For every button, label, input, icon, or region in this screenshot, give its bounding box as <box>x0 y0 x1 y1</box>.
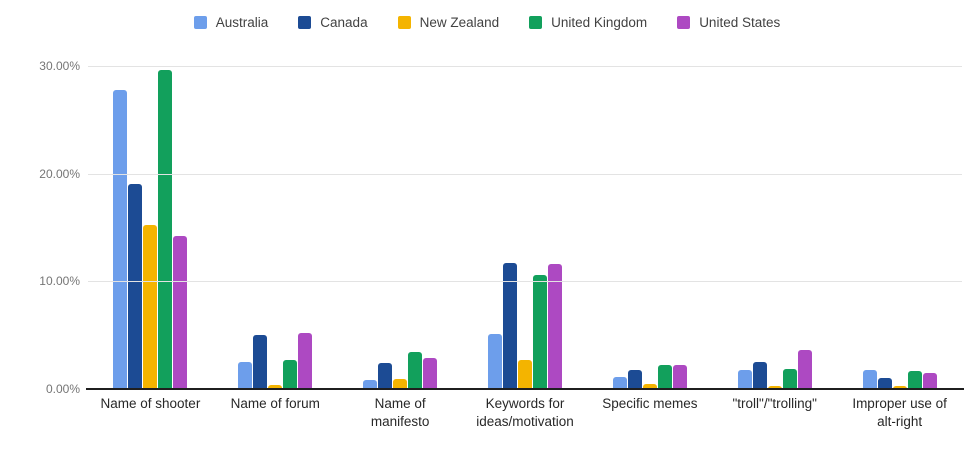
bar-new-zealand <box>892 385 907 389</box>
bar-united-kingdom <box>907 370 922 389</box>
bar-new-zealand <box>393 379 408 389</box>
x-axis-label: Name of forum <box>230 396 320 411</box>
bar-united-kingdom <box>657 365 672 389</box>
bar-united-states <box>173 236 188 389</box>
bar-australia <box>113 89 128 389</box>
bar-canada <box>503 263 517 389</box>
x-axis-label: "troll"/"trolling" <box>732 396 817 411</box>
bar-united-kingdom <box>283 359 298 389</box>
legend-item-canada: Canada <box>298 15 368 30</box>
legend-color-swatch <box>193 16 207 30</box>
bar-united-kingdom <box>408 352 423 389</box>
legend-color-swatch <box>397 16 411 30</box>
x-axis-label: Improper use of alt-right <box>852 396 947 429</box>
bar-new-zealand <box>767 385 782 389</box>
bar-united-states <box>548 264 562 389</box>
bar-group <box>338 66 463 389</box>
bar-canada <box>253 335 268 389</box>
legend-item-australia: Australia <box>193 15 269 30</box>
bar-group <box>712 66 837 389</box>
bar-australia <box>488 334 502 389</box>
legend-item-united-states: United States <box>677 16 780 30</box>
bar-united-states <box>423 357 438 389</box>
legend-label: United Kingdom <box>551 15 648 30</box>
bar-group <box>587 66 712 389</box>
bar-australia <box>737 369 752 389</box>
legend-color-swatch <box>298 16 312 30</box>
bar-united-states <box>922 372 937 389</box>
x-axis-label: Keywords for ideas/motivation <box>476 396 574 429</box>
legend-item-united-kingdom: United Kingdom <box>529 16 647 30</box>
bar-new-zealand <box>642 383 657 389</box>
chart-legend: Australia Canada New Zealand United Kingdom… <box>0 16 974 30</box>
y-tick-label: 30.00% <box>39 59 80 73</box>
bar-new-zealand <box>143 225 158 389</box>
y-tick-label: 0.00% <box>45 382 80 396</box>
bar-australia <box>612 377 627 389</box>
bar-new-zealand <box>518 359 532 389</box>
gridline <box>88 281 962 283</box>
x-axis-label: Specific memes <box>602 396 698 411</box>
bar-australia <box>862 369 877 389</box>
y-tick-label: 10.00% <box>39 274 80 289</box>
bar-canada <box>877 378 892 389</box>
legend-color-swatch <box>677 16 691 30</box>
bar-united-kingdom <box>158 70 173 389</box>
legend-label: United States <box>699 15 781 30</box>
bar-group <box>88 66 213 389</box>
bar-united-kingdom <box>782 368 797 389</box>
y-tick-label: 20.00% <box>39 166 80 181</box>
bar-australia <box>363 380 378 389</box>
legend-item-new-zealand: New Zealand <box>397 15 500 30</box>
legend-label: New Zealand <box>419 15 500 30</box>
gridline <box>88 173 962 175</box>
x-axis-label: Name of manifesto <box>370 396 430 429</box>
bar-group <box>463 66 588 389</box>
legend-label: Canada <box>320 15 368 30</box>
bar-australia <box>238 362 253 389</box>
bar-united-kingdom <box>533 274 547 389</box>
bar-canada <box>627 369 642 389</box>
y-axis-tick-labels: 30.00% 20.00% 10.00% 0.00% <box>0 59 80 396</box>
bar-groups <box>88 66 962 389</box>
legend-label: Australia <box>215 15 269 30</box>
legend-color-swatch <box>529 16 543 30</box>
bar-canada <box>128 184 143 389</box>
bar-united-states <box>298 333 313 389</box>
x-axis-label: Name of shooter <box>100 396 201 411</box>
bar-canada <box>752 362 767 389</box>
plot-area <box>88 66 962 389</box>
bar-group <box>213 66 338 389</box>
x-axis-labels: Name of shooter Name of forum Name of mani… <box>88 395 962 431</box>
bar-new-zealand <box>268 384 283 389</box>
bar-united-states <box>672 365 687 389</box>
bar-united-states <box>797 350 812 389</box>
x-axis-line <box>86 388 964 390</box>
bar-canada <box>378 363 393 389</box>
bar-group <box>837 66 962 389</box>
gridline <box>88 66 962 67</box>
